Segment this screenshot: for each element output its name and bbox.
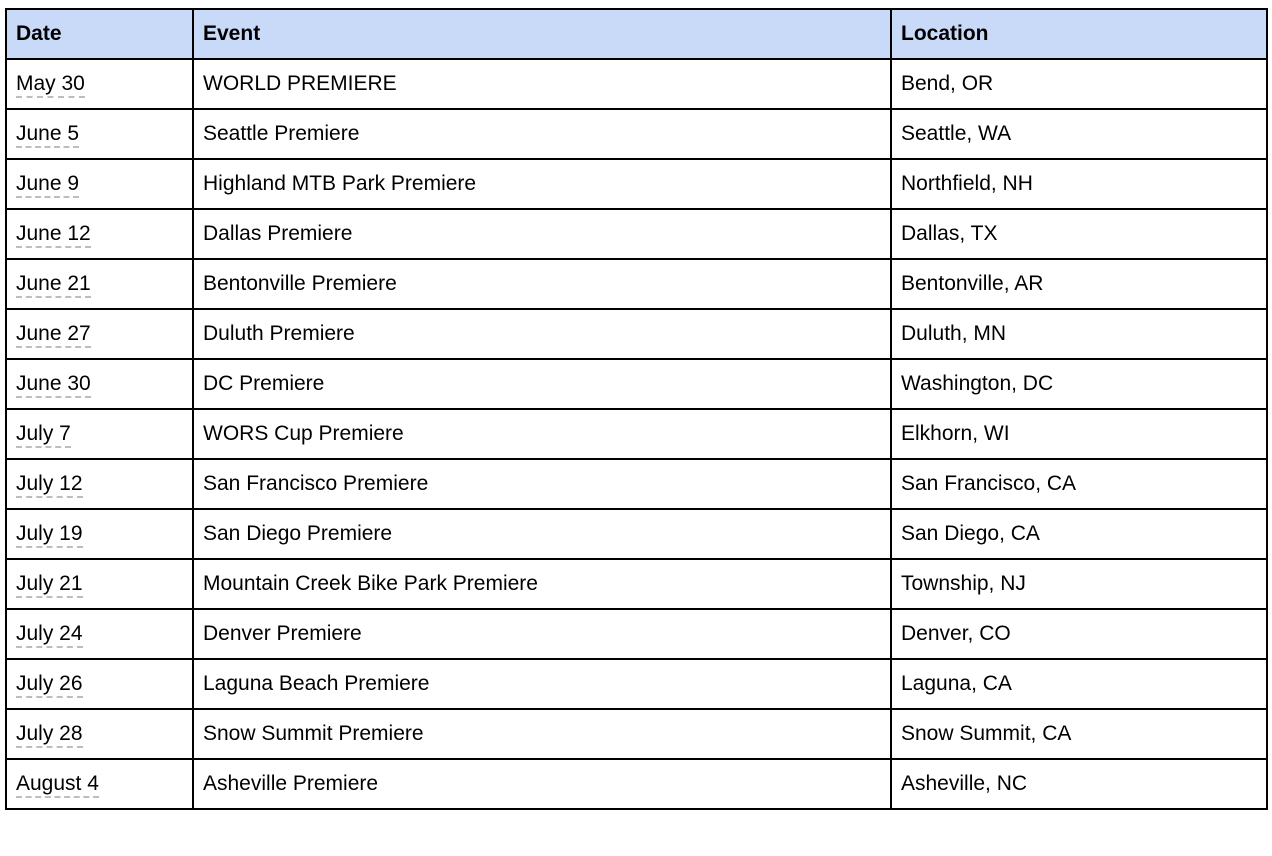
table-row: July 7 WORS Cup Premiere Elkhorn, WI (5, 408, 1268, 460)
table-row: July 24 Denver Premiere Denver, CO (5, 608, 1268, 660)
table-row: July 26 Laguna Beach Premiere Laguna, CA (5, 658, 1268, 710)
location-cell: Dallas, TX (890, 208, 1268, 260)
date-suggestion-chip[interactable]: July 21 (16, 572, 83, 598)
date-suggestion-chip[interactable]: July 28 (16, 722, 83, 748)
event-cell: Mountain Creek Bike Park Premiere (192, 558, 892, 610)
date-suggestion-chip[interactable]: June 5 (16, 122, 80, 148)
location-cell: Denver, CO (890, 608, 1268, 660)
date-cell: June 5 (5, 108, 194, 160)
location-cell: Bentonville, AR (890, 258, 1268, 310)
event-cell: San Francisco Premiere (192, 458, 892, 510)
location-cell: Seattle, WA (890, 108, 1268, 160)
date-cell: July 24 (5, 608, 194, 660)
event-cell: Laguna Beach Premiere (192, 658, 892, 710)
date-cell: June 12 (5, 208, 194, 260)
date-cell: July 21 (5, 558, 194, 610)
location-cell: Northfield, NH (890, 158, 1268, 210)
date-suggestion-chip[interactable]: June 27 (16, 322, 91, 348)
table-row: June 30 DC Premiere Washington, DC (5, 358, 1268, 410)
event-cell: Duluth Premiere (192, 308, 892, 360)
date-cell: July 7 (5, 408, 194, 460)
event-cell: DC Premiere (192, 358, 892, 410)
location-cell: San Diego, CA (890, 508, 1268, 560)
event-cell: Bentonville Premiere (192, 258, 892, 310)
date-cell: June 30 (5, 358, 194, 410)
table-row: June 21 Bentonville Premiere Bentonville, … (5, 258, 1268, 310)
table-row: May 30 WORLD PREMIERE Bend, OR (5, 58, 1268, 110)
table-header-row: Date Event Location (5, 8, 1268, 60)
document-page: Date Event Location May 30 WORLD PREMIERE Be… (0, 8, 1272, 856)
date-suggestion-chip[interactable]: August 4 (16, 772, 99, 798)
date-suggestion-chip[interactable]: May 30 (16, 72, 85, 98)
event-cell: Highland MTB Park Premiere (192, 158, 892, 210)
date-cell: June 9 (5, 158, 194, 210)
date-cell: June 27 (5, 308, 194, 360)
date-cell: July 19 (5, 508, 194, 560)
premiere-events-table: Date Event Location May 30 WORLD PREMIERE Be… (5, 8, 1268, 810)
date-suggestion-chip[interactable]: July 26 (16, 672, 83, 698)
date-suggestion-chip[interactable]: June 9 (16, 172, 80, 198)
event-cell: Seattle Premiere (192, 108, 892, 160)
location-cell: Bend, OR (890, 58, 1268, 110)
date-cell: July 26 (5, 658, 194, 710)
location-cell: Elkhorn, WI (890, 408, 1268, 460)
table-row: June 9 Highland MTB Park Premiere Northfie… (5, 158, 1268, 210)
event-cell: Dallas Premiere (192, 208, 892, 260)
date-suggestion-chip[interactable]: July 12 (16, 472, 83, 498)
location-cell: Duluth, MN (890, 308, 1268, 360)
date-suggestion-chip[interactable]: July 19 (16, 522, 83, 548)
event-cell: WORLD PREMIERE (192, 58, 892, 110)
table-body: May 30 WORLD PREMIERE Bend, OR June 5 Seattl… (5, 58, 1268, 810)
event-cell: Snow Summit Premiere (192, 708, 892, 760)
table-row: August 4 Asheville Premiere Asheville, NC (5, 758, 1268, 810)
table-row: July 21 Mountain Creek Bike Park Premiere… (5, 558, 1268, 610)
column-header-date: Date (5, 8, 194, 60)
table-row: June 5 Seattle Premiere Seattle, WA (5, 108, 1268, 160)
location-cell: Washington, DC (890, 358, 1268, 410)
date-suggestion-chip[interactable]: June 30 (16, 372, 91, 398)
table-row: July 28 Snow Summit Premiere Snow Summit, … (5, 708, 1268, 760)
location-cell: Township, NJ (890, 558, 1268, 610)
column-header-event: Event (192, 8, 892, 60)
location-cell: San Francisco, CA (890, 458, 1268, 510)
date-cell: May 30 (5, 58, 194, 110)
date-cell: July 28 (5, 708, 194, 760)
location-cell: Asheville, NC (890, 758, 1268, 810)
date-cell: June 21 (5, 258, 194, 310)
column-header-location: Location (890, 8, 1268, 60)
location-cell: Snow Summit, CA (890, 708, 1268, 760)
date-cell: August 4 (5, 758, 194, 810)
date-suggestion-chip[interactable]: June 12 (16, 222, 91, 248)
date-suggestion-chip[interactable]: June 21 (16, 272, 91, 298)
date-suggestion-chip[interactable]: July 7 (16, 422, 71, 448)
table-row: July 19 San Diego Premiere San Diego, CA (5, 508, 1268, 560)
event-cell: San Diego Premiere (192, 508, 892, 560)
table-row: June 12 Dallas Premiere Dallas, TX (5, 208, 1268, 260)
location-cell: Laguna, CA (890, 658, 1268, 710)
table-row: July 12 San Francisco Premiere San Francis… (5, 458, 1268, 510)
date-cell: July 12 (5, 458, 194, 510)
event-cell: WORS Cup Premiere (192, 408, 892, 460)
event-cell: Denver Premiere (192, 608, 892, 660)
table-row: June 27 Duluth Premiere Duluth, MN (5, 308, 1268, 360)
date-suggestion-chip[interactable]: July 24 (16, 622, 83, 648)
event-cell: Asheville Premiere (192, 758, 892, 810)
